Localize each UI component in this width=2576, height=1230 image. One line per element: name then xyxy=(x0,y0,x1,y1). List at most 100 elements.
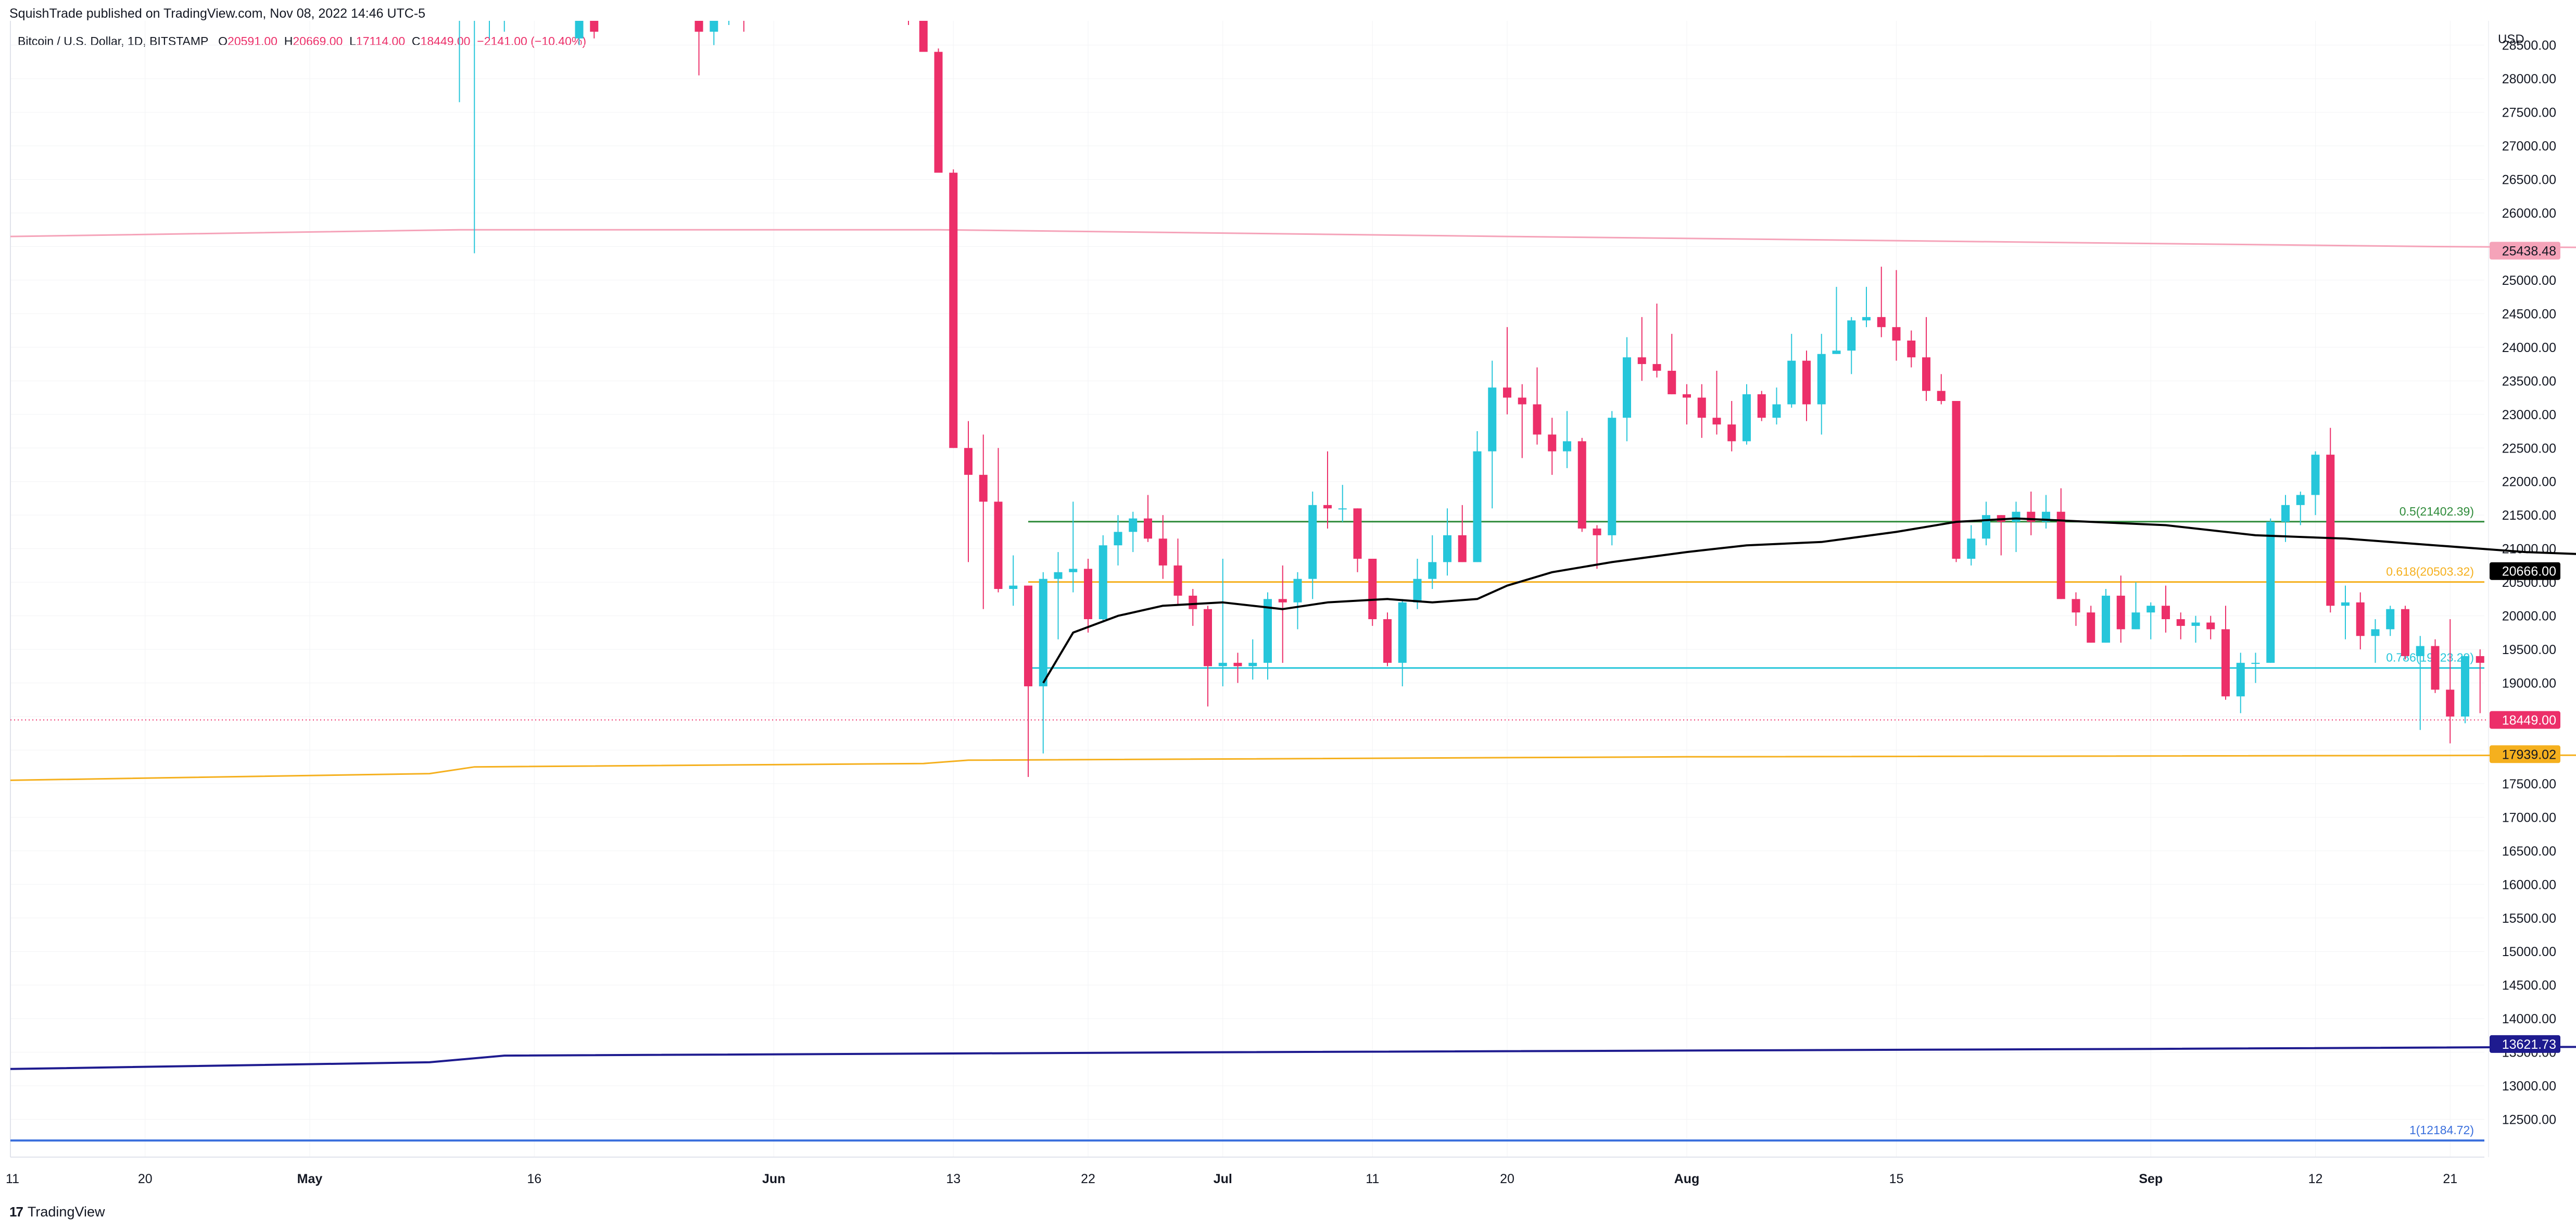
y-tick-label: 15500.00 xyxy=(2502,911,2556,926)
candle-body-down xyxy=(2176,619,2185,626)
candle-body-down xyxy=(1533,404,1542,435)
candle-body-up xyxy=(1817,354,1826,405)
y-axis-unit: USD xyxy=(2498,32,2524,46)
ohlc-close: 18449.00 xyxy=(420,34,471,48)
candle-body-down xyxy=(1683,394,1691,398)
price-label-text: 17939.02 xyxy=(2502,747,2556,762)
candle-body-down xyxy=(2162,606,2170,620)
candle-body-down xyxy=(1712,418,1721,425)
candle-body-up xyxy=(1473,451,1482,562)
price-label-badge xyxy=(2490,711,2560,729)
candle-body-up xyxy=(1787,360,1796,405)
x-tick-label: 12 xyxy=(2308,1172,2323,1186)
y-tick-label: 20000.00 xyxy=(2502,609,2556,624)
candle-body-up xyxy=(456,15,464,16)
candle-body-up xyxy=(1832,350,1841,354)
candle-body-up xyxy=(1069,569,1078,572)
candle-body-up xyxy=(2311,455,2320,495)
long-ma-base-line xyxy=(10,1046,2576,1070)
candle-body-down xyxy=(1892,327,1901,341)
candle-body-up xyxy=(1443,535,1451,562)
candle-body-down xyxy=(2206,622,2215,630)
candle-body-down xyxy=(2446,689,2455,717)
candle-body-down xyxy=(1548,434,1557,451)
ohlc-low: 17114.00 xyxy=(356,34,406,48)
candle-body-down xyxy=(1368,558,1377,620)
y-tick-label: 19000.00 xyxy=(2502,676,2556,691)
candle-body-up xyxy=(1742,394,1751,442)
price-label-badge xyxy=(2490,1035,2560,1053)
candle-body-up xyxy=(1098,545,1107,620)
candle-body-down xyxy=(964,448,973,475)
candle-body-up xyxy=(1308,505,1317,579)
candle-body-up xyxy=(1608,418,1617,535)
candle-body-down xyxy=(1518,397,1526,405)
candle-body-down xyxy=(590,21,599,32)
fib-level-label: 0.5(21402.39) xyxy=(2400,505,2474,518)
moving-average-line xyxy=(1042,517,2576,684)
ohlc-open: 20591.00 xyxy=(228,34,277,48)
candle-body-down xyxy=(949,172,958,448)
candle-body-up xyxy=(2341,602,2350,606)
candle-body-down xyxy=(694,21,703,32)
x-tick-label: 21 xyxy=(2443,1172,2457,1186)
x-tick-label: 20 xyxy=(138,1172,153,1186)
y-tick-label: 22000.00 xyxy=(2502,475,2556,490)
x-tick-label: 11 xyxy=(1366,1172,1379,1186)
symbol-title: Bitcoin / U.S. Dollar, 1D, BITSTAMP xyxy=(18,34,208,48)
tradingview-logo-icon: 17 xyxy=(9,1204,23,1220)
candle-body-up xyxy=(1264,599,1272,663)
candle-body-up xyxy=(1847,320,1856,351)
y-tick-label: 19500.00 xyxy=(2502,643,2556,657)
y-tick-label: 16500.00 xyxy=(2502,844,2556,859)
ohlc-change: −2141.00 (−10.40%) xyxy=(477,34,586,48)
candle-body-up xyxy=(2281,505,2290,522)
candle-body-down xyxy=(934,52,943,173)
candle-body-up xyxy=(1772,404,1781,418)
candle-body-up xyxy=(2131,612,2140,630)
tradingview-brand: TradingView xyxy=(27,1204,105,1220)
candle-body-up xyxy=(1563,441,1571,451)
candle-body-down xyxy=(1278,599,1287,603)
candle-body-up xyxy=(2236,662,2245,697)
candle-body-down xyxy=(1204,609,1212,667)
candle-body-up xyxy=(575,21,584,39)
candle-body-up xyxy=(1862,317,1871,321)
y-tick-label: 22500.00 xyxy=(2502,441,2556,456)
candle-body-up xyxy=(2296,495,2305,505)
candle-body-up xyxy=(2012,511,2021,522)
price-label-text: 13621.73 xyxy=(2502,1037,2556,1052)
candle-body-up xyxy=(1218,662,1227,667)
candle-body-up xyxy=(485,5,494,15)
y-tick-label: 25000.00 xyxy=(2502,273,2556,288)
candle-body-down xyxy=(2027,511,2036,522)
candle-body-up xyxy=(1982,515,1990,539)
y-tick-label: 26500.00 xyxy=(2502,173,2556,187)
y-tick-label: 28000.00 xyxy=(2502,72,2556,86)
y-tick-label: 14500.00 xyxy=(2502,978,2556,993)
candle-body-up xyxy=(2566,646,2574,653)
candle-body-down xyxy=(2116,595,2125,630)
y-tick-label: 26000.00 xyxy=(2502,206,2556,221)
y-tick-label: 21000.00 xyxy=(2502,542,2556,557)
candle-body-up xyxy=(1967,538,1976,559)
candle-body-down xyxy=(2326,455,2335,606)
x-tick-label: 16 xyxy=(527,1172,541,1186)
candle-body-down xyxy=(1024,585,1032,686)
candle-body-down xyxy=(1189,595,1197,609)
candle-body-up xyxy=(1248,662,1257,667)
candle-body-down xyxy=(1937,391,1946,401)
candle-body-up xyxy=(1039,579,1047,686)
y-tick-label: 17500.00 xyxy=(2502,777,2556,792)
candle-body-down xyxy=(994,501,1003,589)
candle-body-down xyxy=(1727,424,1736,442)
candle-body-up xyxy=(1413,579,1422,603)
candle-body-down xyxy=(1233,662,1242,667)
candle-body-up xyxy=(2461,656,2469,717)
x-tick-label: Jun xyxy=(762,1172,785,1186)
y-tick-label: 23000.00 xyxy=(2502,408,2556,422)
candle-body-down xyxy=(2491,663,2499,686)
long-ma-upper-line xyxy=(10,229,2576,248)
candle-body-down xyxy=(1802,360,1811,405)
